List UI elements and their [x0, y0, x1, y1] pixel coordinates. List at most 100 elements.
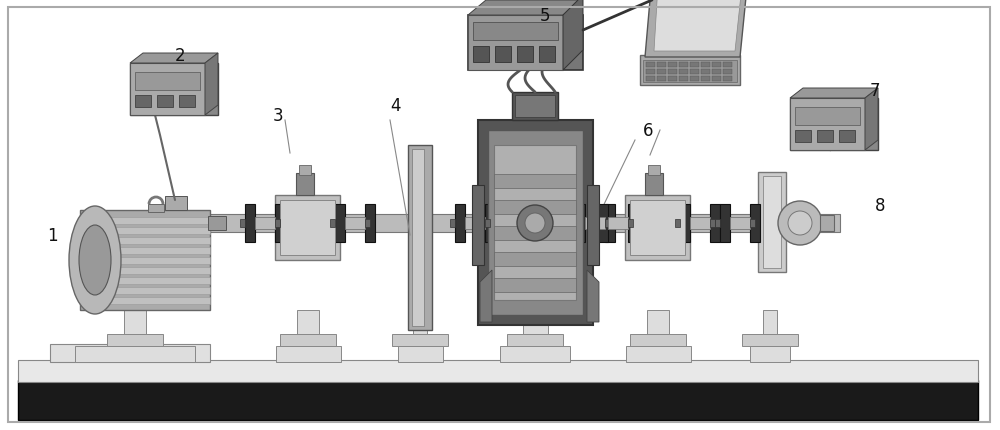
- Polygon shape: [790, 89, 878, 99]
- Polygon shape: [468, 1, 581, 16]
- Bar: [75, 346, 195, 362]
- Bar: [839, 131, 855, 143]
- Bar: [80, 237, 210, 244]
- Bar: [795, 108, 860, 126]
- Ellipse shape: [69, 206, 121, 314]
- Bar: [680, 205, 690, 243]
- Bar: [165, 197, 187, 211]
- Bar: [80, 247, 210, 255]
- Bar: [494, 252, 576, 266]
- Bar: [473, 23, 558, 41]
- Bar: [675, 219, 680, 227]
- Bar: [455, 205, 465, 243]
- Bar: [723, 77, 732, 82]
- Bar: [645, 174, 663, 196]
- Bar: [626, 346, 691, 362]
- Bar: [330, 219, 335, 227]
- Bar: [630, 334, 686, 346]
- Bar: [345, 218, 365, 230]
- Bar: [720, 205, 730, 243]
- Bar: [646, 70, 655, 75]
- Bar: [679, 63, 688, 68]
- Bar: [795, 131, 811, 143]
- Bar: [628, 205, 638, 243]
- Bar: [80, 297, 210, 304]
- Bar: [730, 218, 750, 230]
- Bar: [605, 219, 610, 227]
- Bar: [701, 77, 710, 82]
- Bar: [690, 63, 699, 68]
- Bar: [135, 73, 200, 91]
- Bar: [50, 344, 210, 362]
- Bar: [107, 334, 163, 346]
- Bar: [280, 200, 335, 255]
- Bar: [80, 267, 210, 274]
- Bar: [790, 99, 865, 150]
- Bar: [628, 219, 633, 227]
- Bar: [690, 218, 710, 230]
- Bar: [668, 63, 677, 68]
- Text: 4: 4: [390, 97, 400, 115]
- Bar: [245, 205, 255, 243]
- Bar: [712, 63, 721, 68]
- Bar: [296, 174, 314, 196]
- Polygon shape: [480, 270, 492, 322]
- Bar: [276, 346, 341, 362]
- Bar: [715, 219, 720, 227]
- Bar: [750, 219, 755, 227]
- Bar: [478, 121, 593, 325]
- Bar: [494, 227, 576, 240]
- Text: 7: 7: [870, 82, 880, 100]
- Bar: [593, 219, 598, 227]
- Bar: [80, 258, 210, 264]
- Bar: [507, 334, 563, 346]
- Bar: [280, 334, 336, 346]
- Bar: [701, 70, 710, 75]
- Bar: [668, 77, 677, 82]
- Bar: [240, 219, 245, 227]
- Bar: [148, 205, 164, 212]
- Bar: [790, 99, 878, 150]
- Bar: [679, 70, 688, 75]
- Bar: [657, 63, 666, 68]
- Bar: [412, 150, 424, 326]
- Circle shape: [778, 202, 822, 246]
- Bar: [335, 205, 345, 243]
- Bar: [648, 166, 660, 175]
- Bar: [468, 16, 563, 71]
- Bar: [255, 218, 275, 230]
- Bar: [275, 205, 285, 243]
- Bar: [80, 227, 210, 234]
- Bar: [679, 77, 688, 82]
- Bar: [570, 219, 575, 227]
- Bar: [585, 218, 605, 230]
- Polygon shape: [654, 0, 742, 52]
- Bar: [185, 215, 840, 233]
- Bar: [646, 63, 655, 68]
- Bar: [712, 70, 721, 75]
- Bar: [398, 346, 443, 362]
- Text: 6: 6: [643, 122, 653, 140]
- Bar: [690, 77, 699, 82]
- Bar: [468, 16, 583, 71]
- Bar: [758, 172, 786, 272]
- Bar: [135, 96, 151, 108]
- Bar: [130, 64, 205, 116]
- Bar: [575, 205, 585, 243]
- Bar: [130, 64, 218, 116]
- Bar: [523, 310, 548, 334]
- Bar: [723, 70, 732, 75]
- Circle shape: [525, 214, 545, 233]
- Bar: [710, 219, 715, 227]
- Bar: [392, 334, 448, 346]
- Polygon shape: [865, 89, 878, 150]
- Bar: [512, 93, 558, 121]
- Bar: [18, 360, 978, 382]
- Bar: [643, 61, 737, 83]
- Bar: [208, 216, 226, 230]
- Circle shape: [517, 206, 553, 241]
- Bar: [820, 215, 834, 231]
- Bar: [275, 196, 340, 261]
- Polygon shape: [205, 54, 218, 116]
- Bar: [605, 205, 615, 243]
